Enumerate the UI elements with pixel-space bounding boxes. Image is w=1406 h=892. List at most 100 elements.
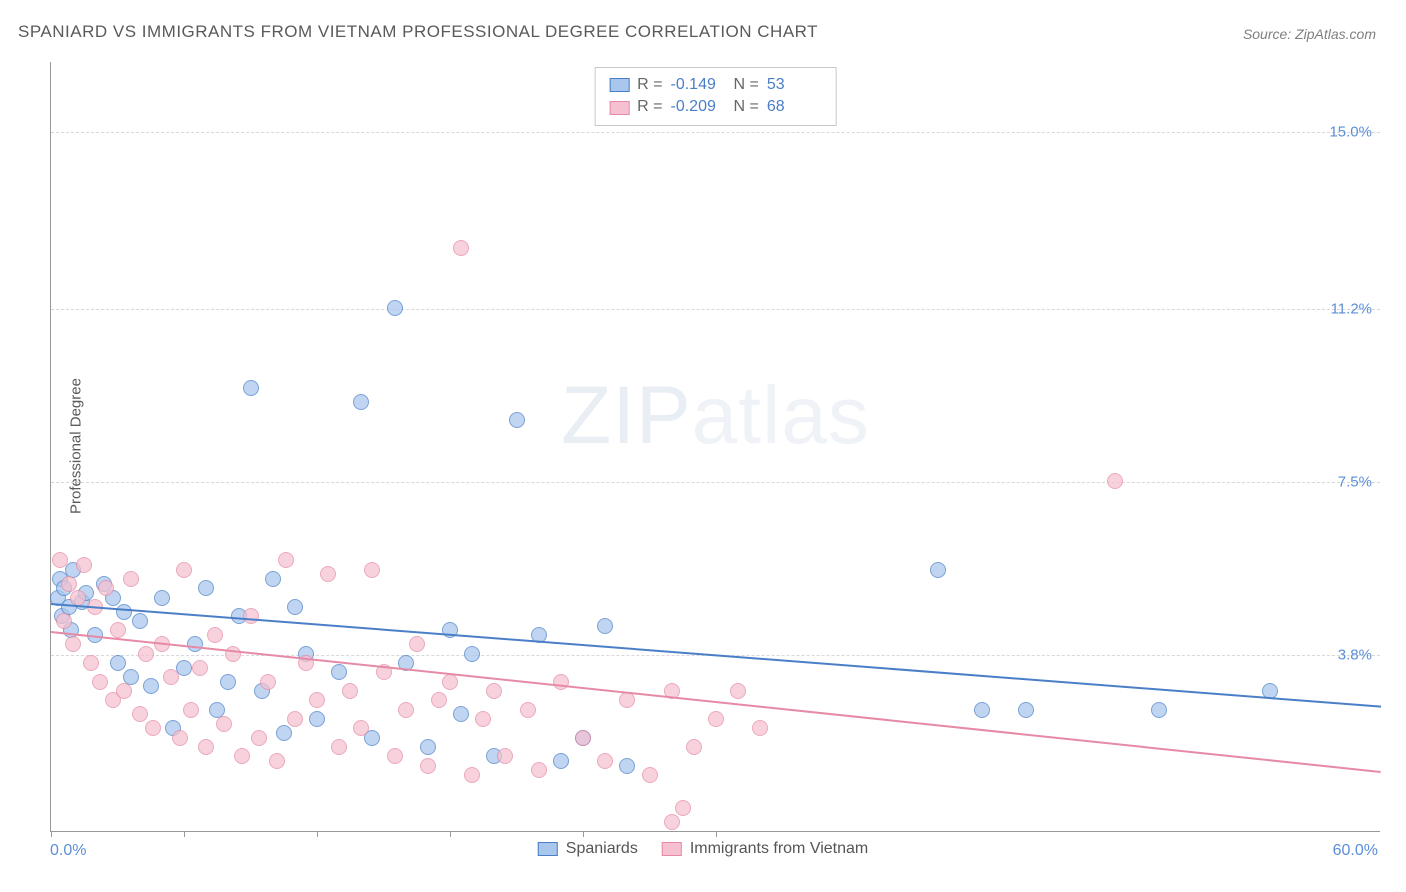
n-label: N =	[734, 96, 759, 118]
data-point-vietnam	[56, 613, 72, 629]
data-point-vietnam	[342, 683, 358, 699]
data-point-vietnam	[387, 748, 403, 764]
data-point-spaniards	[597, 618, 613, 634]
data-point-vietnam	[464, 767, 480, 783]
x-tick	[317, 831, 318, 837]
data-point-vietnam	[730, 683, 746, 699]
data-point-vietnam	[251, 730, 267, 746]
data-point-spaniards	[453, 706, 469, 722]
series-legend: Spaniards Immigrants from Vietnam	[538, 840, 868, 858]
legend-item-spaniards: Spaniards	[538, 840, 638, 858]
x-axis-min-label: 0.0%	[50, 842, 86, 860]
data-point-vietnam	[92, 674, 108, 690]
y-tick-label: 11.2%	[1331, 301, 1372, 318]
data-point-vietnam	[123, 571, 139, 587]
swatch-spaniards	[609, 78, 629, 92]
scatter-plot: ZIPatlas R = -0.149 N = 53 R = -0.209 N …	[50, 62, 1380, 832]
x-tick	[450, 831, 451, 837]
data-point-vietnam	[52, 552, 68, 568]
stats-legend: R = -0.149 N = 53 R = -0.209 N = 68	[594, 67, 837, 126]
data-point-spaniards	[176, 660, 192, 676]
data-point-vietnam	[76, 557, 92, 573]
data-point-vietnam	[353, 720, 369, 736]
data-point-vietnam	[138, 646, 154, 662]
data-point-vietnam	[475, 711, 491, 727]
swatch-spaniards	[538, 842, 558, 856]
gridline	[51, 132, 1380, 133]
data-point-vietnam	[686, 739, 702, 755]
data-point-spaniards	[309, 711, 325, 727]
data-point-vietnam	[442, 674, 458, 690]
data-point-vietnam	[320, 566, 336, 582]
data-point-vietnam	[172, 730, 188, 746]
watermark: ZIPatlas	[561, 369, 870, 463]
data-point-vietnam	[116, 683, 132, 699]
watermark-part1: ZIP	[561, 370, 692, 461]
n-value-spaniards: 53	[767, 74, 822, 96]
data-point-spaniards	[1018, 702, 1034, 718]
data-point-vietnam	[98, 580, 114, 596]
data-point-spaniards	[143, 678, 159, 694]
data-point-spaniards	[116, 604, 132, 620]
gridline	[51, 482, 1380, 483]
data-point-vietnam	[225, 646, 241, 662]
x-tick	[583, 831, 584, 837]
data-point-spaniards	[265, 571, 281, 587]
data-point-vietnam	[234, 748, 250, 764]
data-point-spaniards	[353, 394, 369, 410]
y-tick-label: 7.5%	[1338, 474, 1372, 491]
data-point-spaniards	[509, 412, 525, 428]
r-label: R =	[637, 96, 662, 118]
data-point-spaniards	[464, 646, 480, 662]
data-point-vietnam	[243, 608, 259, 624]
data-point-vietnam	[145, 720, 161, 736]
data-point-vietnam	[431, 692, 447, 708]
data-point-vietnam	[398, 702, 414, 718]
data-point-vietnam	[163, 669, 179, 685]
data-point-vietnam	[575, 730, 591, 746]
data-point-vietnam	[1107, 473, 1123, 489]
data-point-vietnam	[486, 683, 502, 699]
data-point-vietnam	[183, 702, 199, 718]
data-point-vietnam	[520, 702, 536, 718]
swatch-vietnam	[662, 842, 682, 856]
legend-label-vietnam: Immigrants from Vietnam	[690, 840, 868, 858]
data-point-vietnam	[752, 720, 768, 736]
y-tick-label: 15.0%	[1329, 124, 1372, 141]
legend-label-spaniards: Spaniards	[566, 840, 638, 858]
n-value-vietnam: 68	[767, 96, 822, 118]
data-point-vietnam	[176, 562, 192, 578]
data-point-vietnam	[331, 739, 347, 755]
data-point-vietnam	[198, 739, 214, 755]
n-label: N =	[734, 74, 759, 96]
data-point-vietnam	[207, 627, 223, 643]
r-value-vietnam: -0.209	[671, 96, 726, 118]
data-point-vietnam	[132, 706, 148, 722]
data-point-vietnam	[597, 753, 613, 769]
data-point-vietnam	[216, 716, 232, 732]
data-point-spaniards	[974, 702, 990, 718]
data-point-spaniards	[387, 300, 403, 316]
data-point-spaniards	[187, 636, 203, 652]
stats-row-spaniards: R = -0.149 N = 53	[609, 74, 822, 96]
data-point-spaniards	[553, 753, 569, 769]
data-point-vietnam	[708, 711, 724, 727]
data-point-vietnam	[260, 674, 276, 690]
chart-title: SPANIARD VS IMMIGRANTS FROM VIETNAM PROF…	[18, 22, 818, 42]
legend-item-vietnam: Immigrants from Vietnam	[662, 840, 868, 858]
source-attribution: Source: ZipAtlas.com	[1243, 26, 1376, 42]
x-tick	[716, 831, 717, 837]
gridline	[51, 309, 1380, 310]
data-point-spaniards	[287, 599, 303, 615]
data-point-spaniards	[619, 758, 635, 774]
data-point-spaniards	[420, 739, 436, 755]
data-point-spaniards	[243, 380, 259, 396]
data-point-spaniards	[132, 613, 148, 629]
r-label: R =	[637, 74, 662, 96]
data-point-vietnam	[192, 660, 208, 676]
watermark-part2: atlas	[692, 370, 870, 461]
trend-line-spaniards	[51, 603, 1381, 708]
data-point-vietnam	[309, 692, 325, 708]
stats-row-vietnam: R = -0.209 N = 68	[609, 96, 822, 118]
data-point-vietnam	[409, 636, 425, 652]
